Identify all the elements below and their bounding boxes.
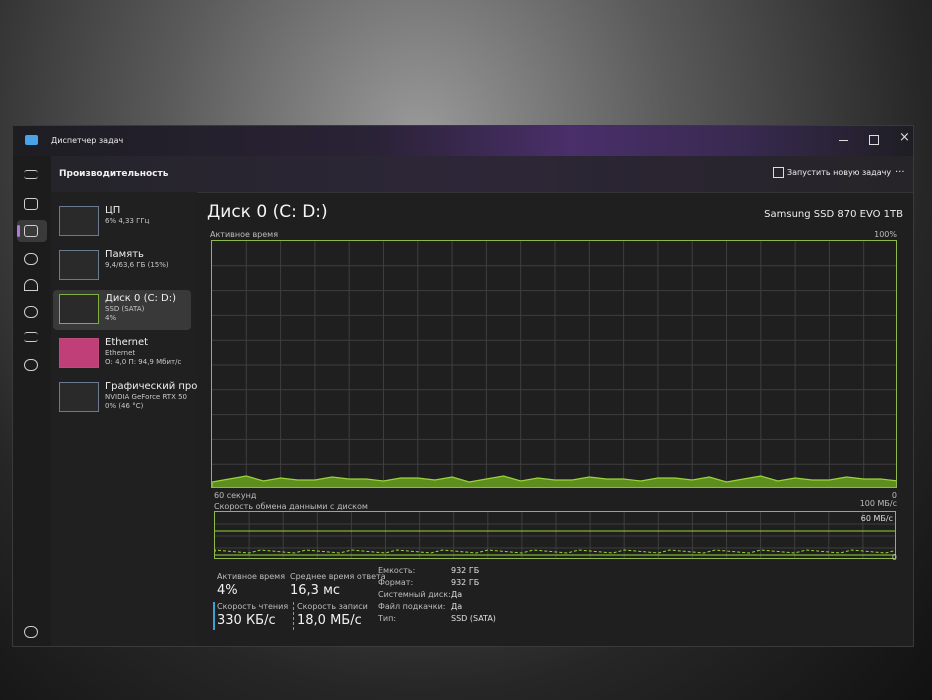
- processes-icon[interactable]: [24, 198, 38, 210]
- title-bar: Диспетчер задач ×: [13, 126, 913, 156]
- minimize-button[interactable]: [839, 140, 848, 141]
- sidebar-item-detail: О: 4,0 П: 94,9 Мбит/с: [105, 358, 182, 366]
- stat-label: Скорость чтения: [217, 602, 289, 611]
- stat-value: 16,3 мс: [290, 583, 341, 598]
- sidebar-item[interactable]: Графический про NVIDIA GeForce RTX 50 0% (…: [53, 378, 197, 418]
- stat-value: 330 КБ/с: [217, 613, 276, 628]
- sidebar-thumb: [59, 338, 99, 368]
- stat: Среднее время ответа 16,3 мс: [290, 572, 386, 602]
- startup-icon[interactable]: [24, 279, 38, 291]
- sidebar-item[interactable]: Диск 0 (C: D:) SSD (SATA) 4%: [53, 290, 191, 330]
- stat-label: Среднее время ответа: [290, 572, 386, 581]
- activity-area: [212, 475, 896, 487]
- stats: Активное время 4% Среднее время ответа 16,3…: [197, 566, 913, 646]
- task-manager-window: Диспетчер задач × Производительность Зап…: [12, 125, 914, 647]
- stat-value: 18,0 МБ/с: [297, 613, 362, 628]
- run-task-button[interactable]: Запустить новую задачу: [787, 168, 892, 177]
- sidebar-item-detail: 0% (46 °C): [105, 402, 144, 410]
- prop-value: 932 ГБ: [451, 578, 480, 587]
- users-icon[interactable]: [24, 306, 38, 318]
- stat-value: 4%: [217, 583, 238, 598]
- sidebar-item-detail: Ethernet: [105, 349, 136, 357]
- more-button[interactable]: ...: [895, 164, 905, 175]
- disk-model: Samsung SSD 870 EVO 1TB: [764, 209, 903, 220]
- stat-accent: [213, 602, 215, 630]
- window-title: Диспетчер задач: [51, 136, 124, 145]
- services-icon[interactable]: [24, 359, 38, 371]
- close-button[interactable]: ×: [899, 130, 910, 145]
- app-icon: [25, 135, 38, 145]
- sidebar-item-name: Графический про: [105, 381, 198, 392]
- stat: Активное время 4%: [217, 572, 297, 602]
- sidebar-item[interactable]: ЦП 6% 4,33 ГГц: [53, 202, 191, 242]
- prop-key: Емкость:: [378, 566, 416, 575]
- graph2-max: 100 МБ/с: [859, 499, 897, 508]
- prop-key: Системный диск:: [378, 590, 451, 599]
- sidebar-item-detail: 9,4/63,6 ГБ (15%): [105, 261, 169, 269]
- graph2-label: Скорость обмена данными с диском: [214, 502, 368, 511]
- toolbar: Производительность Запустить новую задач…: [13, 156, 913, 193]
- prop-value: SSD (SATA): [451, 614, 496, 623]
- prop-key: Файл подкачки:: [378, 602, 446, 611]
- sidebar-item[interactable]: Память 9,4/63,6 ГБ (15%): [53, 246, 191, 286]
- section-title: Производительность: [59, 169, 169, 179]
- sidebar-item[interactable]: Ethernet Ethernet О: 4,0 П: 94,9 Мбит/с: [53, 334, 191, 374]
- prop-value: 932 ГБ: [451, 566, 480, 575]
- history-icon[interactable]: [24, 253, 38, 265]
- active-time-graph: [211, 240, 897, 488]
- selection-indicator: [17, 225, 20, 237]
- graph1-time: 60 секунд: [214, 491, 257, 500]
- sidebar-thumb: [59, 206, 99, 236]
- sidebar-item-name: Диск 0 (C: D:): [105, 293, 176, 304]
- sidebar-item-detail: 4%: [105, 314, 117, 322]
- prop-value: Да: [451, 602, 463, 611]
- stat-label: Активное время: [217, 572, 286, 581]
- sidebar-thumb: [59, 294, 99, 324]
- graph2-mid: 60 МБ/с: [860, 514, 893, 523]
- stat-label: Скорость записи: [297, 602, 368, 611]
- detail-title: Диск 0 (C: D:): [207, 202, 328, 222]
- sidebar-item-name: Ethernet: [105, 337, 149, 348]
- prop-value: Да: [451, 590, 463, 599]
- details-icon[interactable]: [24, 332, 38, 342]
- maximize-button[interactable]: [869, 135, 879, 145]
- nav-rail: [13, 156, 51, 646]
- graph1-min: 0: [891, 491, 897, 500]
- sidebar-item-name: ЦП: [105, 205, 121, 216]
- stat-accent: [293, 602, 296, 630]
- detail-pane: Диск 0 (C: D:) Samsung SSD 870 EVO 1TB А…: [197, 192, 913, 646]
- menu-icon[interactable]: [24, 170, 38, 179]
- write-line: [215, 549, 895, 554]
- graph2-min: 0: [891, 553, 897, 562]
- stat: Скорость записи 18,0 МБ/с: [293, 602, 377, 632]
- transfer-rate-graph: [214, 511, 896, 559]
- stat: Скорость чтения 330 КБ/с: [213, 602, 297, 632]
- run-task-icon: [773, 167, 784, 178]
- sidebar-item-detail: 6% 4,33 ГГц: [105, 217, 150, 225]
- sidebar-thumb: [59, 250, 99, 280]
- sidebar-item-detail: NVIDIA GeForce RTX 50: [105, 393, 188, 401]
- sidebar-thumb: [59, 382, 99, 412]
- settings-icon[interactable]: [24, 626, 38, 638]
- graph1-max: 100%: [874, 230, 897, 239]
- prop-key: Тип:: [378, 614, 397, 623]
- performance-icon[interactable]: [24, 225, 38, 237]
- sidebar-item-name: Память: [105, 249, 144, 260]
- sidebar-item-detail: SSD (SATA): [105, 305, 145, 313]
- prop-key: Формат:: [378, 578, 414, 587]
- graph1-label: Активное время: [210, 230, 279, 239]
- sidebar: ЦП 6% 4,33 ГГц Память 9,4/63,6 ГБ (15%) Диск…: [51, 192, 197, 646]
